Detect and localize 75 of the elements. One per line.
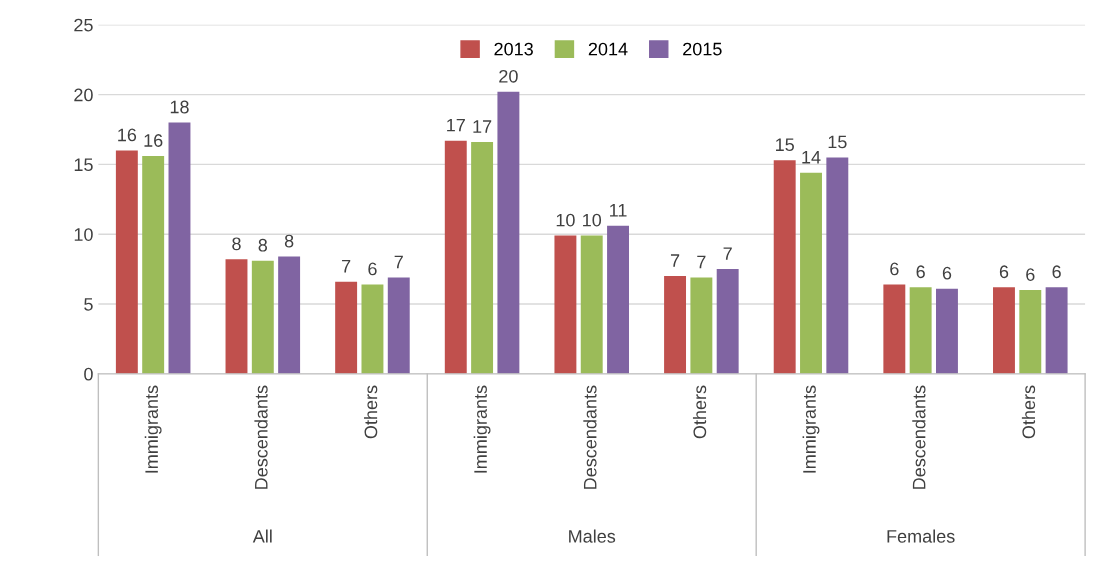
bar bbox=[1019, 290, 1042, 374]
x-tick-label: Immigrants bbox=[473, 385, 491, 473]
bar bbox=[883, 284, 906, 374]
bar bbox=[716, 269, 739, 374]
data-label: 7 bbox=[342, 259, 351, 273]
bar bbox=[909, 287, 932, 374]
data-label: 14 bbox=[802, 151, 821, 164]
bar bbox=[690, 277, 713, 374]
data-label: 7 bbox=[670, 254, 680, 267]
bar bbox=[444, 140, 467, 374]
y-tick-label: 25 bbox=[74, 18, 93, 32]
text: Females bbox=[887, 529, 955, 543]
data-label: 6 bbox=[916, 265, 925, 279]
bar bbox=[773, 160, 796, 374]
data-label: 15 bbox=[828, 135, 847, 149]
x-tick-label: Immigrants bbox=[144, 385, 162, 473]
bar bbox=[115, 150, 138, 374]
y-tick-label: 15 bbox=[74, 158, 93, 172]
bar bbox=[225, 259, 248, 374]
data-label: 6 bbox=[999, 265, 1009, 279]
data-label: 7 bbox=[394, 255, 403, 269]
text: All bbox=[252, 529, 272, 543]
data-label: 6 bbox=[1026, 268, 1035, 281]
data-label: 17 bbox=[473, 120, 492, 133]
data-label: 7 bbox=[723, 247, 732, 260]
data-label: 6 bbox=[942, 266, 952, 280]
bar bbox=[664, 276, 687, 374]
bar bbox=[471, 142, 494, 374]
data-label: 8 bbox=[284, 234, 294, 248]
bar bbox=[554, 235, 577, 374]
data-label: 20 bbox=[499, 69, 518, 83]
bar bbox=[1045, 287, 1068, 374]
legend-label: 2015 bbox=[683, 42, 722, 56]
x-tick-label: Others bbox=[1021, 385, 1036, 439]
bar bbox=[826, 157, 849, 374]
text: Males bbox=[569, 529, 616, 543]
bar bbox=[497, 91, 520, 374]
bar bbox=[607, 225, 630, 374]
data-label: 10 bbox=[556, 213, 575, 227]
data-label: 7 bbox=[697, 255, 706, 269]
bar bbox=[142, 156, 165, 374]
bar bbox=[936, 288, 958, 374]
bar bbox=[387, 277, 410, 374]
data-label: 8 bbox=[232, 237, 241, 251]
data-label: 16 bbox=[144, 134, 163, 147]
data-label: 6 bbox=[1052, 265, 1061, 279]
legend-label: 2014 bbox=[588, 42, 628, 56]
bar bbox=[278, 256, 301, 374]
y-tick-label: 10 bbox=[74, 228, 93, 241]
x-tick-label: Others bbox=[692, 385, 707, 439]
bar bbox=[251, 260, 274, 374]
bar bbox=[361, 284, 384, 374]
data-label: 15 bbox=[776, 138, 794, 152]
bar bbox=[580, 235, 603, 374]
data-label: 16 bbox=[118, 128, 137, 142]
bar bbox=[800, 172, 822, 374]
data-label: 17 bbox=[447, 118, 465, 132]
x-tick-label: Immigrants bbox=[802, 385, 820, 473]
y-tick-label: 5 bbox=[84, 298, 93, 311]
bar bbox=[168, 122, 191, 374]
y-tick-label: 0 bbox=[84, 367, 93, 381]
legend-label: 2013 bbox=[494, 42, 533, 56]
bar bbox=[335, 281, 358, 374]
data-label: 6 bbox=[890, 262, 899, 276]
data-label: 8 bbox=[258, 238, 268, 252]
bar bbox=[993, 287, 1015, 374]
data-label: 10 bbox=[583, 213, 602, 227]
x-tick-label: Descendants bbox=[254, 385, 268, 489]
data-label: 18 bbox=[170, 100, 189, 114]
x-tick-label: Descendants bbox=[912, 385, 926, 489]
data-label: 11 bbox=[610, 204, 627, 217]
x-tick-label: Descendants bbox=[583, 385, 597, 489]
data-label: 6 bbox=[368, 262, 377, 276]
y-tick-label: 20 bbox=[74, 88, 93, 102]
x-tick-label: Others bbox=[364, 385, 378, 439]
